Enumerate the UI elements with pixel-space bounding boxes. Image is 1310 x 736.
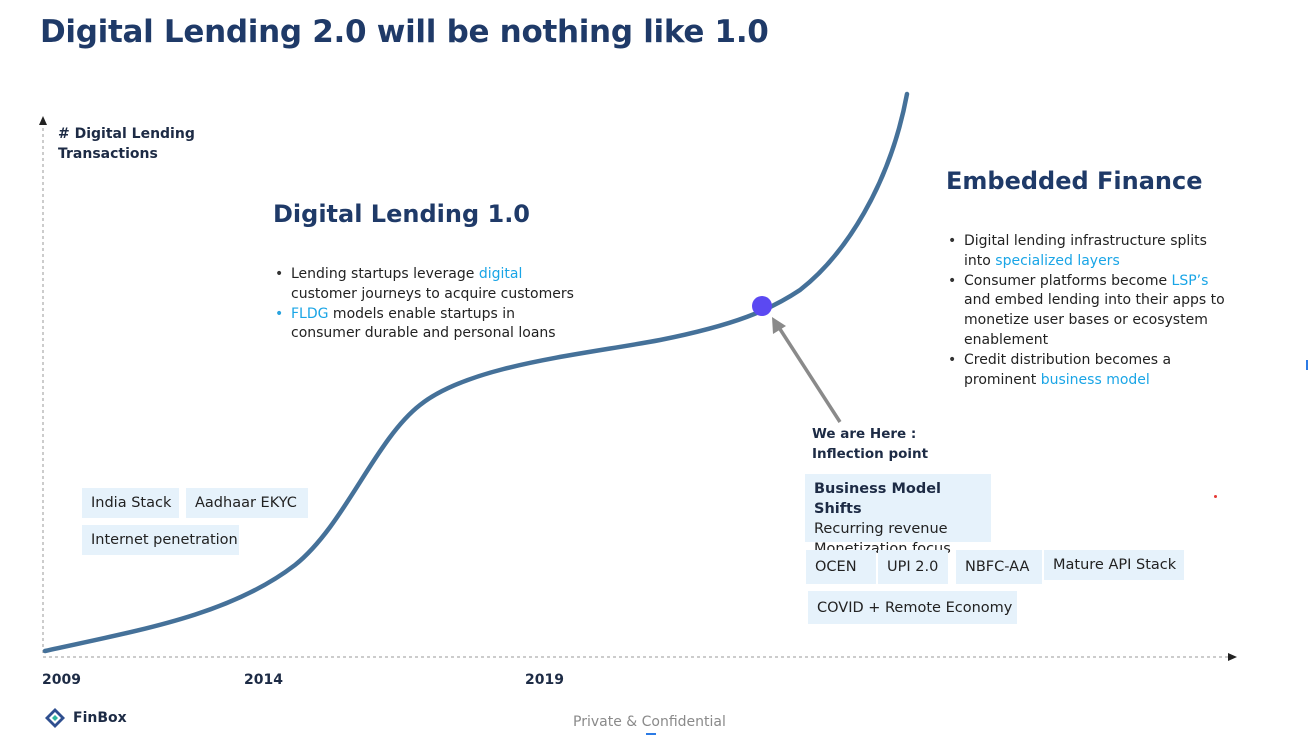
phase2-bullet: Credit distribution becomes a prominent … (946, 351, 1236, 391)
tag-india-stack: India Stack (82, 488, 179, 518)
phase2-bullets: Digital lending infrastructure splits in… (946, 232, 1236, 390)
business-model-shifts-box: Business Model Shifts Recurring revenue … (805, 474, 991, 557)
phase2-title: Embedded Finance (946, 167, 1203, 195)
edge-mark (1306, 360, 1308, 370)
business-model-shifts-title: Business Model Shifts (814, 481, 942, 517)
x-tick-2009: 2009 (42, 672, 81, 688)
pointer-arrow-icon (772, 317, 786, 334)
tag-covid-remote-economy: COVID + Remote Economy (808, 591, 1017, 624)
pointer-arrow-shaft (776, 325, 842, 423)
tag-internet-penetration: Internet penetration (82, 525, 239, 555)
y-axis-label: # Digital Lending Transactions (58, 126, 195, 162)
tag-ocen: OCEN (806, 550, 876, 584)
edge-mark (646, 733, 656, 735)
phase1-title: Digital Lending 1.0 (273, 200, 531, 228)
x-axis-arrow-icon (1228, 653, 1237, 661)
finbox-logo: FinBox (44, 707, 127, 729)
bms-item: Recurring revenue (814, 521, 948, 537)
tag-upi-2: UPI 2.0 (878, 550, 948, 584)
footer-confidential: Private & Confidential (573, 714, 726, 730)
phase2-bullet: Digital lending infrastructure splits in… (946, 232, 1236, 272)
phase2-bullet: Consumer platforms become LSP’s and embe… (946, 272, 1236, 351)
x-tick-2014: 2014 (244, 672, 283, 688)
phase1-bullet: Lending startups leverage digital custom… (273, 265, 583, 305)
tag-nbfc-aa: NBFC-AA (956, 550, 1042, 584)
finbox-logo-icon (45, 708, 65, 728)
logo-text: FinBox (73, 710, 127, 726)
inflection-point-marker (752, 296, 772, 316)
page-title: Digital Lending 2.0 will be nothing like… (40, 14, 769, 50)
phase1-bullets: Lending startups leverage digital custom… (273, 265, 583, 344)
stray-dot (1214, 495, 1217, 498)
growth-curve (42, 91, 910, 654)
inflection-point-label: We are Here : Inflection point (812, 426, 929, 462)
x-tick-2019: 2019 (525, 672, 564, 688)
phase1-bullet: FLDG models enable startups in consumer … (273, 305, 583, 345)
tag-mature-api-stack: Mature API Stack (1044, 550, 1184, 580)
tag-aadhaar-ekyc: Aadhaar EKYC (186, 488, 308, 518)
y-axis-arrow-icon (39, 116, 47, 125)
